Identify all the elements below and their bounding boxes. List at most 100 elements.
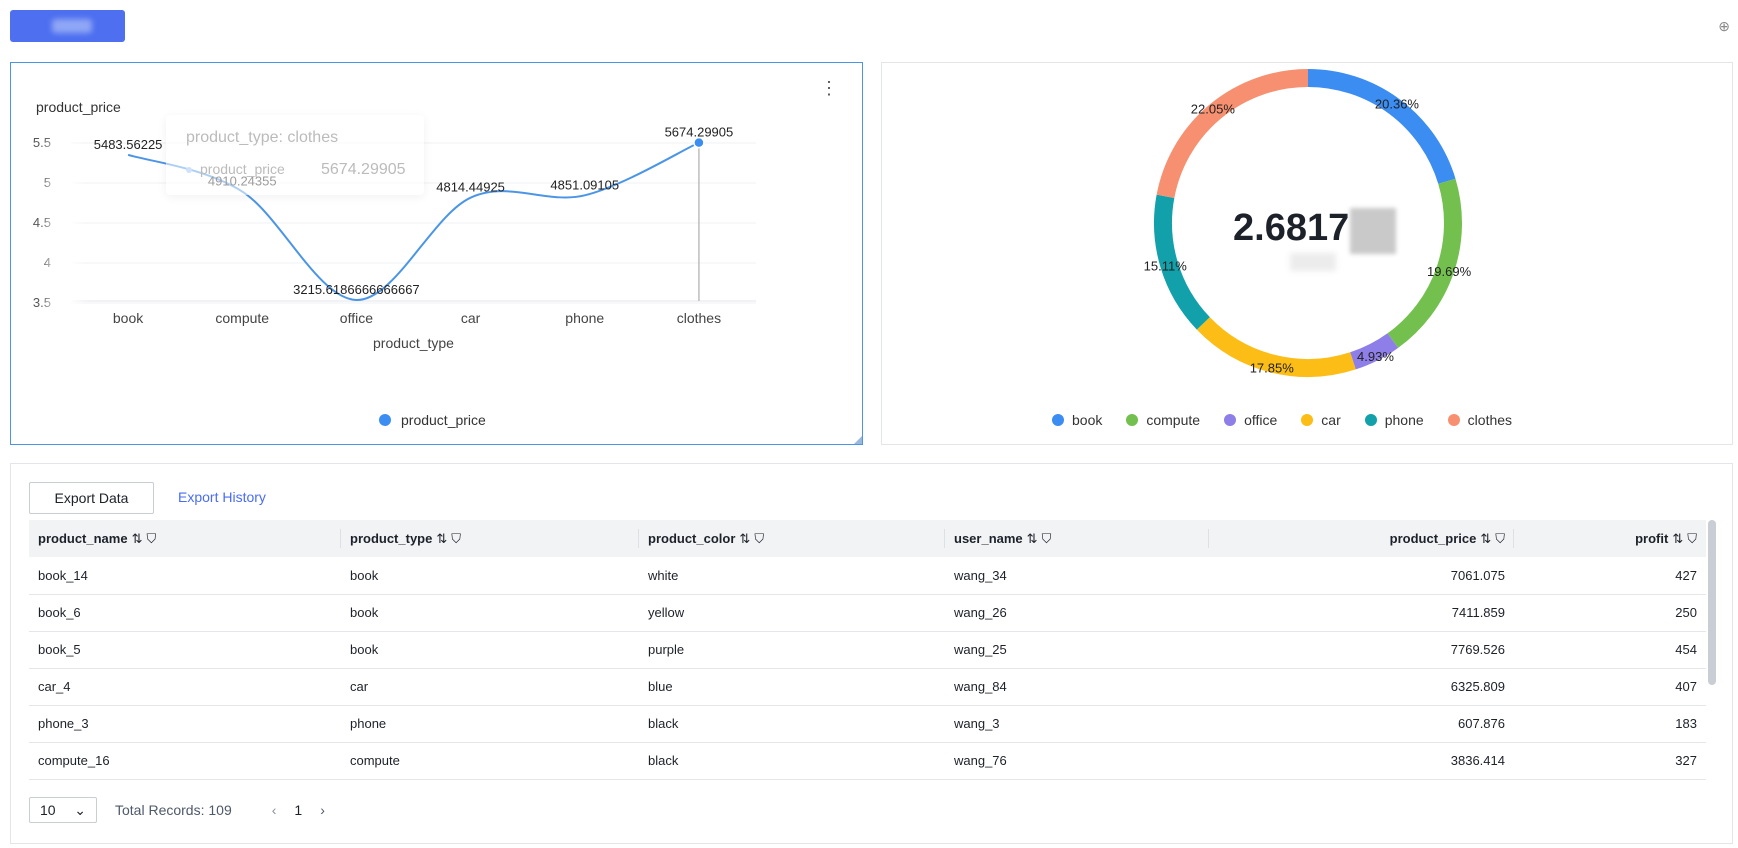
column-divider[interactable] [1513,529,1514,548]
cell-user_name: wang_3 [945,705,1209,743]
cell-product_name: compute_16 [29,742,341,780]
sort-icon[interactable]: ⇅ [1026,530,1038,546]
column-header-product_type[interactable]: product_type ⇅ ⛉ [341,520,639,557]
filter-icon[interactable]: ⛉ [1495,530,1505,546]
active-data-point[interactable] [693,136,705,149]
table-row[interactable]: car_4 car blue wang_84 6325.809 407 [29,668,1706,706]
filter-icon[interactable]: ⛉ [451,530,462,546]
line-chart: 5.554.543.55483.562254910.243553215.6186… [33,125,756,351]
sort-icon[interactable]: ⇅ [1672,530,1684,546]
x-tick-label: office [340,310,373,326]
export-history-link[interactable]: Export History [178,489,266,505]
donut-center-value: 2.6817 [1233,207,1350,249]
export-data-button[interactable]: Export Data [29,482,154,514]
slice-label: 20.36% [1375,96,1420,111]
blurred-subtitle [1290,253,1336,271]
more-options-icon[interactable]: ⋮ [820,78,838,98]
plus-circle-icon[interactable]: ⊕ [1718,18,1730,34]
slice-label: 4.93% [1357,349,1394,364]
line-legend[interactable]: product_price [379,412,486,428]
column-header-user_name[interactable]: user_name ⇅ ⛉ [945,520,1209,557]
slice-label: 19.69% [1427,264,1472,279]
cell-product_name: book_14 [29,557,341,595]
column-header-profit[interactable]: profit ⇅ ⛉ [1514,520,1706,557]
donut-slice-compute[interactable] [1387,178,1462,348]
column-divider[interactable] [638,529,639,548]
resize-handle[interactable] [854,436,862,444]
next-page-icon[interactable]: › [320,802,325,818]
donut-slice-car[interactable] [1196,317,1356,377]
legend-label: product_price [401,412,486,428]
column-divider[interactable] [944,529,945,548]
cell-product_price: 3836.414 [1209,742,1514,780]
column-label: product_name [38,530,128,546]
slice-label: 17.85% [1250,361,1295,376]
table-row[interactable]: book_5 book purple wang_25 7769.526 454 [29,631,1706,669]
filter-icon[interactable]: ⛉ [754,530,765,546]
current-page[interactable]: 1 [294,802,303,818]
sort-icon[interactable]: ⇅ [739,530,751,546]
legend-item-office[interactable]: office [1224,412,1277,428]
legend-item-compute[interactable]: compute [1126,412,1200,428]
cell-user_name: wang_84 [945,668,1209,706]
slice-label: 22.05% [1191,101,1236,116]
table-row[interactable]: book_6 book yellow wang_26 7411.859 250 [29,594,1706,632]
legend-label: compute [1146,412,1201,428]
cell-profit: 327 [1514,742,1706,780]
tooltip-series: product_price [200,161,285,177]
donut-slice-book[interactable] [1307,69,1456,185]
x-tick-label: car [461,310,481,326]
donut-legend[interactable]: book compute office car phone clothes [1052,412,1526,428]
legend-dot [1052,414,1064,426]
filter-icon[interactable]: ⛉ [146,530,157,546]
cell-product_price: 7061.075 [1209,557,1514,595]
page-size-select[interactable]: 10 ⌄ [29,797,97,823]
table-scrollbar[interactable] [1708,520,1716,685]
legend-item-car[interactable]: car [1301,412,1341,428]
x-tick-label: phone [565,310,604,326]
table-row[interactable]: book_14 book white wang_34 7061.075 427 [29,557,1706,595]
sort-icon[interactable]: ⇅ [131,530,143,546]
cell-product_type: book [341,631,639,669]
cell-product_name: book_6 [29,594,341,632]
column-label: product_color [648,530,736,546]
legend-item-book[interactable]: book [1052,412,1102,428]
cell-product_price: 6325.809 [1209,668,1514,706]
sort-icon[interactable]: ⇅ [436,530,448,546]
column-divider[interactable] [340,529,341,548]
cell-product_type: book [341,557,639,595]
column-header-product_name[interactable]: product_name ⇅ ⛉ [29,520,341,557]
data-label: 4851.09105 [550,177,619,192]
cell-product_type: book [341,594,639,632]
legend-dot [379,414,391,426]
donut-slice-clothes[interactable] [1156,69,1309,199]
cell-product_name: car_4 [29,668,341,706]
legend-label: office [1244,412,1278,428]
filter-icon[interactable]: ⛉ [1687,530,1697,546]
column-divider[interactable] [1208,529,1209,548]
column-header-product_price[interactable]: product_price ⇅ ⛉ [1209,520,1514,557]
y-axis-blur [49,141,79,331]
table-row[interactable]: compute_16 compute black wang_76 3836.414 327 [29,742,1706,780]
donut-slice-phone[interactable] [1154,194,1210,330]
filter-icon[interactable]: ⛉ [1041,530,1052,546]
legend-item-phone[interactable]: phone [1364,412,1424,428]
table-row[interactable]: phone_3 phone black wang_3 607.876 183 [29,705,1706,743]
legend-dot [1224,414,1237,426]
pagination: 10 ⌄ Total Records: 109 ‹ 1 › [29,797,325,823]
column-header-product_color[interactable]: product_color ⇅ ⛉ [639,520,945,557]
dashboard-action-button[interactable] [10,10,125,42]
y-tick-label: 5 [44,175,51,190]
cell-product_type: compute [341,742,639,780]
donut-chart: 20.36% 19.69% 4.93% 17.85% 15.11% 22.05% [1144,69,1472,377]
donut-slice-office[interactable] [1349,333,1399,370]
legend-item-clothes[interactable]: clothes [1447,412,1512,428]
cell-user_name: wang_34 [945,557,1209,595]
column-label: product_type [350,530,433,546]
total-records: Total Records: 109 [115,802,232,818]
page-size-value: 10 [40,802,56,818]
prev-page-icon[interactable]: ‹ [271,802,277,818]
line-chart-panel: product_price ⋮ 5.554.543.55483.56225491… [10,62,863,445]
blurred-value [1350,208,1396,254]
sort-icon[interactable]: ⇅ [1480,530,1492,546]
